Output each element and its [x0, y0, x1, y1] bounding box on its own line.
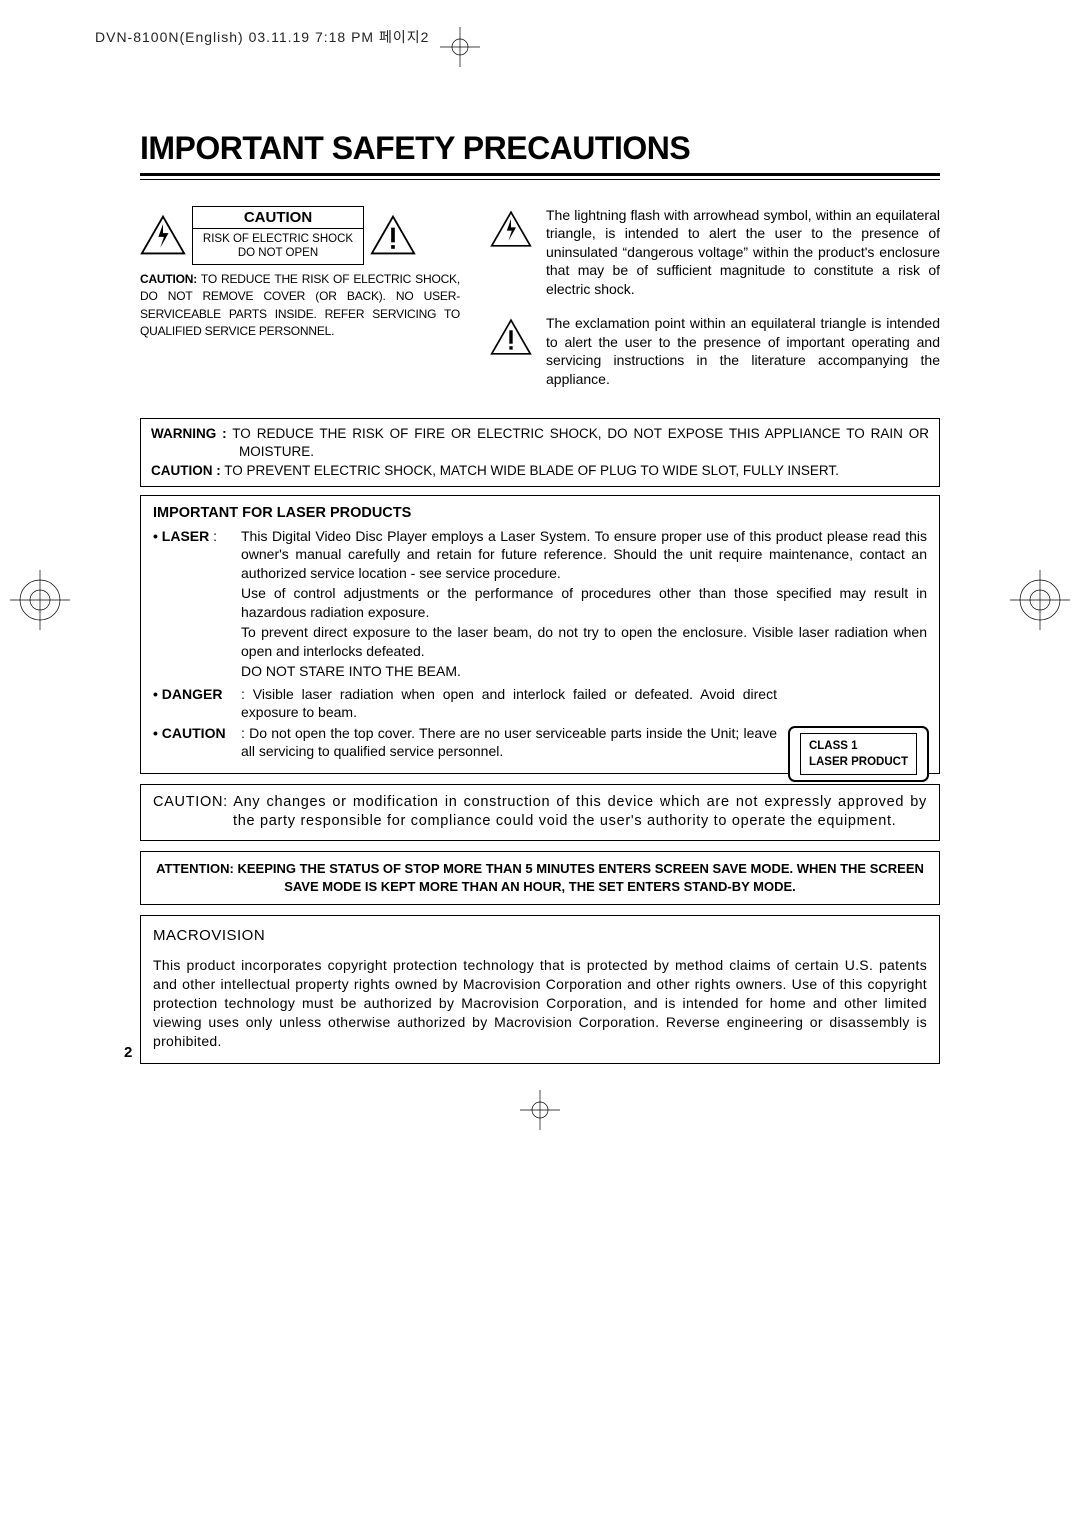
- laser-p3: To prevent direct exposure to the laser …: [241, 623, 927, 660]
- caution-line1: RISK OF ELECTRIC SHOCK: [203, 233, 353, 245]
- macrovision-title: MACROVISION: [153, 926, 927, 946]
- caution-label-box: CAUTION RISK OF ELECTRIC SHOCK DO NOT OP…: [192, 206, 364, 265]
- attention-box: ATTENTION: KEEPING THE STATUS OF STOP MO…: [140, 851, 940, 905]
- macrovision-body: This product incorporates copyright prot…: [153, 956, 927, 1050]
- laser-box: IMPORTANT FOR LASER PRODUCTS • LASER : T…: [140, 495, 940, 774]
- warning-body: TO REDUCE THE RISK OF FIRE OR ELECTRIC S…: [227, 426, 929, 459]
- page-title: IMPORTANT SAFETY PRECAUTIONS: [140, 130, 940, 167]
- caution-line: CAUTION : TO PREVENT ELECTRIC SHOCK, MAT…: [151, 462, 929, 480]
- page-number: 2: [124, 1044, 132, 1061]
- class-line1: CLASS 1: [809, 740, 858, 752]
- caution-strong: CAUTION:: [140, 272, 197, 286]
- crop-mark-icon: [10, 570, 70, 630]
- laser-p1: This Digital Video Disc Player employs a…: [241, 527, 927, 582]
- laser-p4: DO NOT STARE INTO THE BEAM.: [241, 662, 927, 680]
- class-1-label: CLASS 1 LASER PRODUCT: [788, 726, 929, 782]
- danger-body: : Visible laser radiation when open and …: [241, 685, 927, 722]
- exclaim-triangle-icon: [490, 318, 532, 356]
- caution-sub: RISK OF ELECTRIC SHOCK DO NOT OPEN: [193, 229, 363, 264]
- caution-block: CAUTION RISK OF ELECTRIC SHOCK DO NOT OP…: [140, 206, 460, 404]
- danger-label: • DANGER: [153, 685, 235, 722]
- laser-title: IMPORTANT FOR LASER PRODUCTS: [153, 504, 927, 523]
- crop-mark-icon: [520, 1090, 560, 1130]
- exclaim-text: The exclamation point within an equilate…: [546, 314, 940, 388]
- class-1-inner: CLASS 1 LASER PRODUCT: [800, 733, 917, 775]
- symbol-explanations: The lightning flash with arrowhead symbo…: [490, 206, 940, 404]
- warning-line: WARNING : TO REDUCE THE RISK OF FIRE OR …: [151, 425, 929, 461]
- lightning-text: The lightning flash with arrowhead symbo…: [546, 206, 940, 298]
- caution-head: CAUTION: [193, 207, 363, 229]
- exclaim-triangle-icon: [370, 214, 416, 256]
- print-header-meta: DVN-8100N(English) 03.11.19 7:18 PM 페이지2: [95, 27, 429, 47]
- laser-bullet-row: • LASER : This Digital Video Disc Player…: [153, 527, 927, 683]
- lightning-triangle-icon: [490, 210, 532, 248]
- modification-text: CAUTION: Any changes or modification in …: [153, 793, 927, 832]
- lightning-triangle-icon: [140, 214, 186, 256]
- caution-line2: DO NOT OPEN: [238, 247, 318, 259]
- page-content: IMPORTANT SAFETY PRECAUTIONS CAUTION RIS…: [140, 130, 940, 1064]
- lightning-explain-row: The lightning flash with arrowhead symbo…: [490, 206, 940, 298]
- laser-label: • LASER :: [153, 527, 235, 683]
- document-page: DVN-8100N(English) 03.11.19 7:18 PM 페이지2…: [0, 0, 1080, 1528]
- title-rule: [140, 173, 940, 176]
- macrovision-box: MACROVISION This product incorporates co…: [140, 915, 940, 1064]
- warning-caution-box: WARNING : TO REDUCE THE RISK OF FIRE OR …: [140, 418, 940, 487]
- title-rule-thin: [140, 179, 940, 180]
- laser-body: This Digital Video Disc Player employs a…: [241, 527, 927, 683]
- caution-label: CAUTION :: [151, 463, 221, 478]
- exclaim-explain-row: The exclamation point within an equilate…: [490, 314, 940, 388]
- crop-mark-icon: [1010, 570, 1070, 630]
- top-row: CAUTION RISK OF ELECTRIC SHOCK DO NOT OP…: [140, 206, 940, 404]
- caution-box-row: CAUTION RISK OF ELECTRIC SHOCK DO NOT OP…: [140, 206, 460, 265]
- modification-box: CAUTION: Any changes or modification in …: [140, 784, 940, 841]
- class-line2: LASER PRODUCT: [809, 756, 908, 768]
- caution-bullet-label: • CAUTION: [153, 724, 235, 761]
- crop-mark-icon: [440, 27, 480, 67]
- laser-p2: Use of control adjustments or the perfor…: [241, 584, 927, 621]
- danger-bullet-row: • DANGER : Visible laser radiation when …: [153, 685, 927, 722]
- warning-label: WARNING :: [151, 426, 227, 441]
- caution-body: TO PREVENT ELECTRIC SHOCK, MATCH WIDE BL…: [221, 463, 839, 478]
- caution-paragraph: CAUTION: TO REDUCE THE RISK OF ELECTRIC …: [140, 271, 460, 341]
